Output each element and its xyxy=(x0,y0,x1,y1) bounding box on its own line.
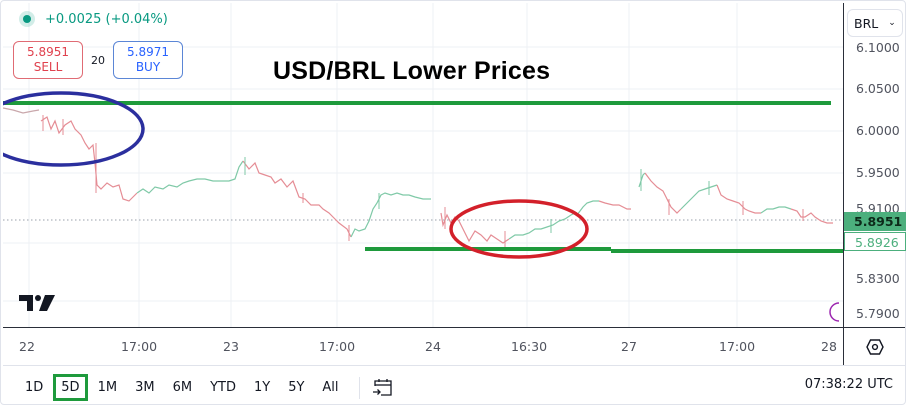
range-all-button[interactable]: All xyxy=(322,380,339,395)
tradingview-logo-icon[interactable] xyxy=(19,295,55,311)
price-change: +0.0025 (+0.04%) xyxy=(45,11,168,27)
time-tick: 24 xyxy=(425,339,441,354)
calendar-goto-icon xyxy=(372,378,392,396)
price-chart-svg xyxy=(3,3,843,327)
blue-ellipse-annotation xyxy=(3,91,145,167)
chart-plot-area[interactable]: USD/BRL Lower Prices xyxy=(3,3,843,327)
range-1d-button[interactable]: 1D xyxy=(25,380,44,395)
red-ellipse-annotation xyxy=(449,199,589,259)
range-5d-button[interactable]: 5D xyxy=(53,374,88,401)
price-tick: 6.1000 xyxy=(856,40,900,55)
time-tick: 17:00 xyxy=(121,339,158,354)
sell-label: SELL xyxy=(33,60,63,74)
currency-select-value: BRL xyxy=(854,15,879,31)
chart-settings-button[interactable] xyxy=(843,327,905,365)
time-axis[interactable]: 22 17:00 23 17:00 24 16:30 27 17:00 28 xyxy=(3,327,843,365)
time-tick: 22 xyxy=(19,339,35,354)
sell-button[interactable]: 5.8951 SELL xyxy=(13,41,83,79)
toolbar-divider xyxy=(358,376,360,399)
time-tick: 17:00 xyxy=(719,339,756,354)
bottom-toolbar: 1D 5D 1M 3M 6M YTD 1Y 5Y All 07:38:22 UT… xyxy=(3,365,905,404)
sell-price: 5.8951 xyxy=(27,45,69,59)
time-tick: 28 xyxy=(821,339,837,354)
range-5y-button[interactable]: 5Y xyxy=(288,380,305,395)
range-3m-button[interactable]: 3M xyxy=(135,380,155,395)
range-selector: 1D 5D 1M 3M 6M YTD 1Y 5Y All xyxy=(17,374,394,401)
utc-clock[interactable]: 07:38:22 UTC xyxy=(804,377,893,392)
current-price-badge: 5.8951 xyxy=(844,212,906,231)
market-open-indicator-icon xyxy=(19,11,35,27)
price-tick: 6.0500 xyxy=(856,81,900,96)
go-to-date-button[interactable] xyxy=(372,378,394,398)
chart-annotation-title: USD/BRL Lower Prices xyxy=(273,57,551,85)
chevron-down-icon: ⌄ xyxy=(888,18,896,28)
price-tick: 5.9500 xyxy=(856,165,900,180)
currency-select[interactable]: BRL ⌄ xyxy=(847,9,903,37)
time-tick: 17:00 xyxy=(319,339,356,354)
price-tick: 6.0000 xyxy=(856,123,900,138)
time-tick: 27 xyxy=(621,339,637,354)
secondary-price-badge: 5.8926 xyxy=(844,232,906,251)
time-tick: 16:30 xyxy=(511,339,548,354)
range-6m-button[interactable]: 6M xyxy=(172,380,193,395)
range-1y-button[interactable]: 1Y xyxy=(253,380,271,395)
buy-price: 5.8971 xyxy=(127,45,169,59)
buy-label: BUY xyxy=(135,60,161,74)
trade-buttons: 5.8951 SELL 20 5.8971 BUY xyxy=(13,41,183,79)
price-tick: 5.8300 xyxy=(856,271,900,286)
spread-value: 20 xyxy=(91,53,105,67)
price-axis[interactable]: 6.1000 6.0500 6.0000 5.9500 5.9100 5.830… xyxy=(843,3,906,327)
range-1m-button[interactable]: 1M xyxy=(97,380,118,395)
price-change-row: +0.0025 (+0.04%) xyxy=(19,11,168,27)
buy-button[interactable]: 5.8971 BUY xyxy=(113,41,183,79)
settings-hexagon-icon xyxy=(865,338,884,355)
range-ytd-button[interactable]: YTD xyxy=(210,380,236,395)
time-tick: 23 xyxy=(223,339,239,354)
price-tick: 5.7900 xyxy=(856,306,900,321)
